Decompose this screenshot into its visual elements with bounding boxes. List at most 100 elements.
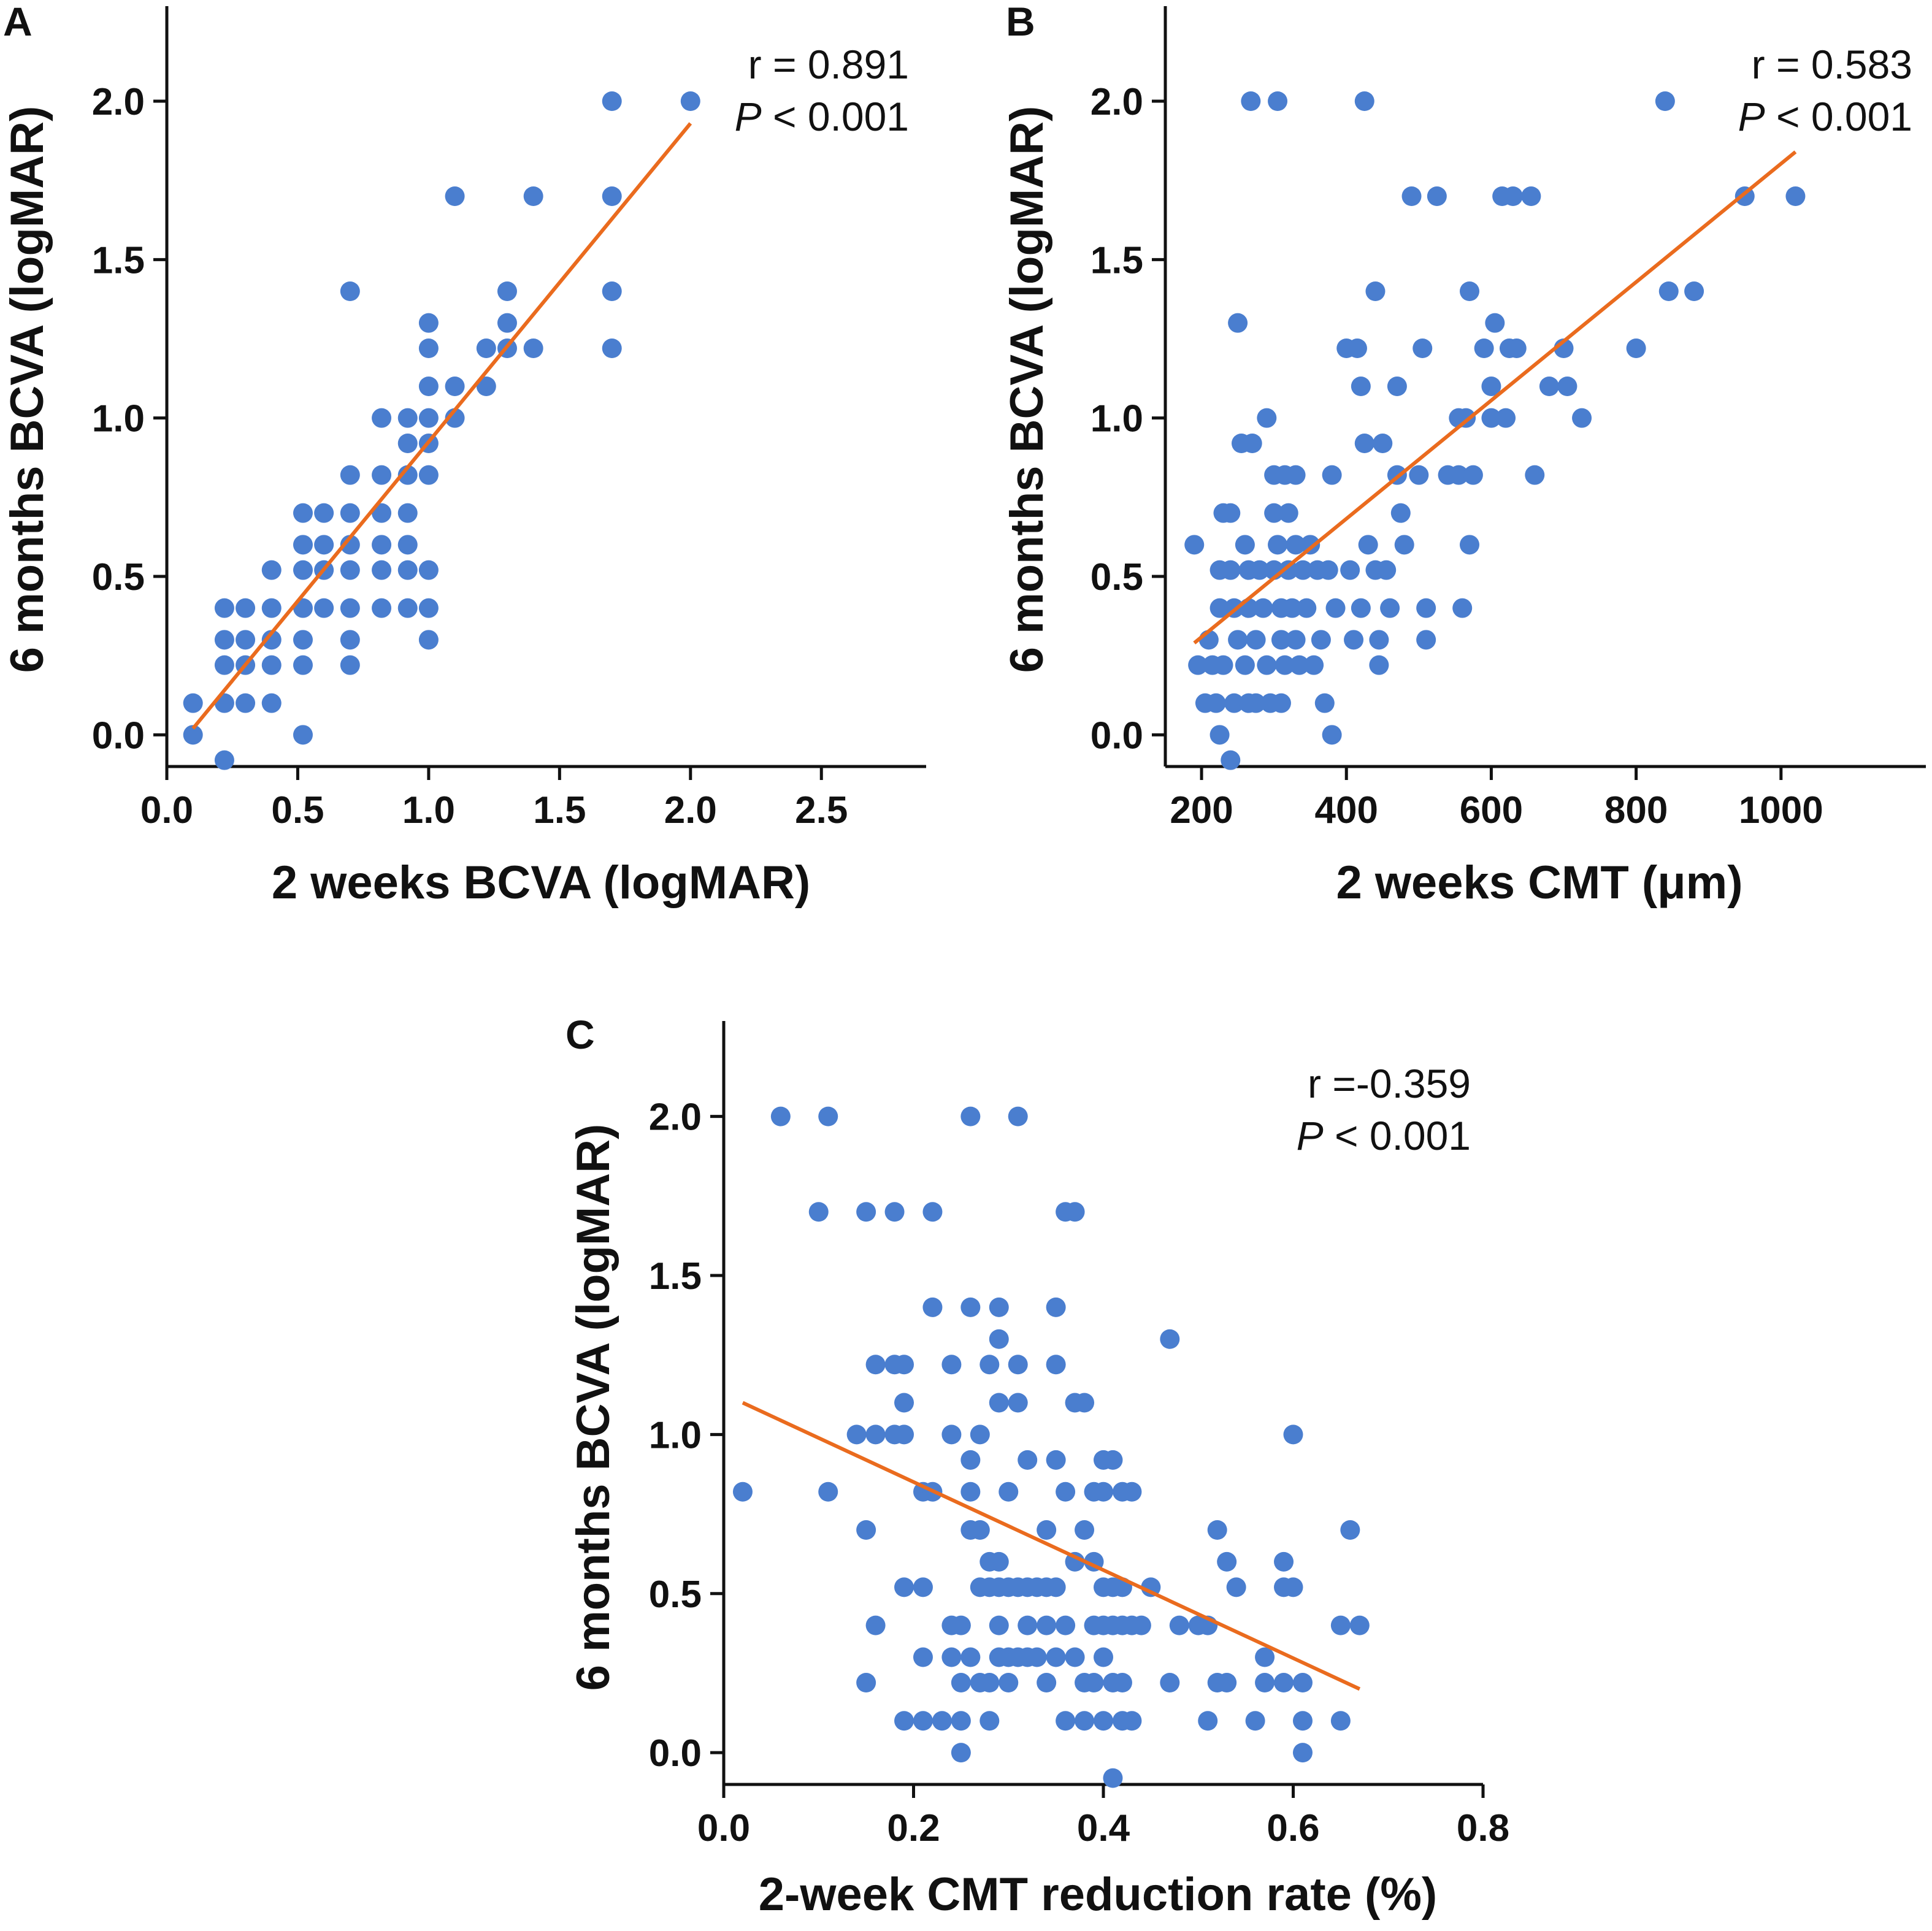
- data-point-c: [770, 1106, 791, 1126]
- data-point-c: [1103, 1450, 1123, 1470]
- panel-letter-c: C: [565, 1012, 595, 1057]
- data-point-b: [1409, 465, 1429, 485]
- stat-p-symbol-a: P: [735, 94, 762, 139]
- data-point-c: [1217, 1673, 1237, 1692]
- data-point-c: [960, 1450, 981, 1470]
- data-point-c: [1160, 1329, 1180, 1349]
- data-point-b: [1275, 655, 1295, 675]
- data-point-c: [913, 1711, 933, 1731]
- data-point-b: [1452, 598, 1473, 618]
- data-point-c: [894, 1424, 914, 1445]
- data-point-c: [884, 1202, 905, 1222]
- data-point-b: [1206, 693, 1226, 713]
- data-point-c: [865, 1355, 886, 1375]
- data-point-a: [261, 655, 282, 675]
- data-point-a: [497, 313, 517, 333]
- data-point-c: [1046, 1450, 1066, 1470]
- y-tick-label-b: 0.0: [1091, 714, 1143, 757]
- stat-p-symbol-c: P: [1297, 1113, 1324, 1158]
- data-point-b: [1257, 655, 1277, 675]
- data-point-a: [314, 535, 334, 555]
- data-point-b: [1209, 598, 1230, 618]
- data-point-c: [1283, 1577, 1303, 1597]
- data-point-c: [960, 1106, 981, 1126]
- data-point-a: [183, 693, 203, 713]
- data-point-c: [1094, 1482, 1113, 1502]
- y-tick-label-a: 1.0: [92, 398, 145, 440]
- data-point-a: [372, 408, 392, 428]
- data-point-c: [1122, 1482, 1142, 1502]
- x-tick-label-c: 0.8: [1457, 1807, 1509, 1849]
- data-point-c: [1065, 1647, 1085, 1667]
- y-tick-label-b: 1.5: [1091, 239, 1143, 281]
- data-point-b: [1188, 655, 1208, 675]
- data-point-a: [418, 598, 439, 618]
- data-point-b: [1557, 377, 1577, 396]
- data-point-c: [1056, 1615, 1076, 1635]
- stat-p-b: P < 0.001: [1738, 94, 1912, 139]
- data-point-b: [1293, 560, 1313, 580]
- data-point-a: [340, 655, 360, 675]
- y-tick-label-a: 0.0: [92, 714, 145, 757]
- y-axis-title-c: 6 months BCVA (logMAR): [567, 1124, 619, 1691]
- data-point-c: [1056, 1711, 1076, 1731]
- data-point-b: [1228, 313, 1248, 333]
- data-point-a: [372, 465, 392, 485]
- data-point-c: [1349, 1615, 1370, 1635]
- data-point-b: [1351, 377, 1371, 396]
- data-point-c: [1330, 1615, 1351, 1635]
- data-point-b: [1481, 408, 1501, 428]
- data-point-a: [293, 560, 313, 580]
- data-point-b: [1221, 503, 1241, 523]
- data-point-a: [418, 338, 439, 358]
- data-point-c: [970, 1520, 990, 1540]
- data-point-b: [1297, 598, 1317, 618]
- data-point-c: [1226, 1577, 1246, 1597]
- data-point-a: [602, 281, 622, 301]
- data-point-b: [1506, 338, 1527, 358]
- data-point-b: [1184, 535, 1205, 555]
- data-point-c: [808, 1202, 829, 1222]
- data-point-c: [951, 1673, 971, 1692]
- data-point-a: [261, 598, 282, 618]
- data-point-b: [1221, 750, 1241, 770]
- x-axis-title-c: 2-week CMT reduction rate (%): [759, 1868, 1437, 1921]
- data-point-c: [1141, 1577, 1161, 1597]
- x-tick-label-c: 0.2: [887, 1807, 940, 1849]
- data-point-a: [372, 560, 392, 580]
- data-point-b: [1209, 725, 1230, 745]
- data-point-b: [1390, 503, 1411, 523]
- data-point-b: [1340, 560, 1360, 580]
- data-point-b: [1684, 281, 1704, 301]
- data-point-c: [1274, 1551, 1294, 1572]
- data-point-a: [602, 186, 622, 206]
- regression-line-b: [1193, 150, 1797, 644]
- x-tick-label-c: 0.0: [697, 1807, 750, 1849]
- data-point-b: [1354, 91, 1374, 111]
- data-point-c: [989, 1297, 1009, 1317]
- data-point-b: [1246, 630, 1266, 650]
- data-point-a: [340, 560, 360, 580]
- data-point-b: [1257, 408, 1277, 428]
- data-point-b: [1416, 630, 1436, 650]
- stat-p-value-b: < 0.001: [1765, 94, 1912, 139]
- data-point-b: [1460, 281, 1479, 301]
- data-point-c: [960, 1647, 981, 1667]
- data-point-a: [372, 535, 392, 555]
- data-point-b: [1300, 535, 1321, 555]
- data-point-b: [1322, 465, 1342, 485]
- x-axis-title-a: 2 weeks BCVA (logMAR): [272, 857, 810, 909]
- data-point-b: [1278, 560, 1298, 580]
- stat-p-a: P < 0.001: [735, 94, 909, 139]
- data-point-c: [1255, 1647, 1275, 1667]
- y-tick-label-a: 0.5: [92, 556, 145, 598]
- data-point-b: [1785, 186, 1806, 206]
- data-point-c: [960, 1482, 981, 1502]
- data-point-c: [1292, 1711, 1313, 1731]
- data-point-c: [1292, 1673, 1313, 1692]
- data-point-c: [1103, 1768, 1123, 1788]
- data-point-c: [1340, 1520, 1360, 1540]
- data-point-b: [1242, 434, 1262, 453]
- data-point-a: [397, 408, 418, 428]
- data-point-c: [818, 1106, 838, 1126]
